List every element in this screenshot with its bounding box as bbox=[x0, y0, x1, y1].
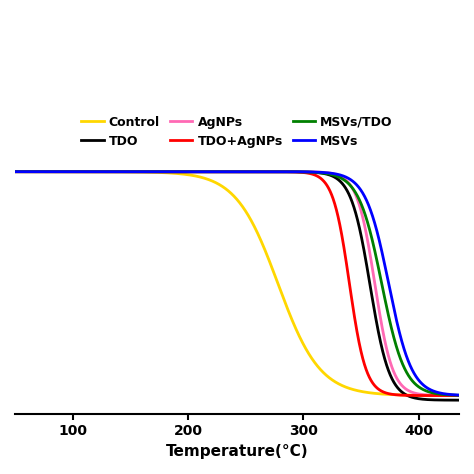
X-axis label: Temperature(°C): Temperature(°C) bbox=[166, 444, 308, 459]
Legend: Control, TDO, AgNPs, TDO+AgNPs, MSVs/TDO, MSVs: Control, TDO, AgNPs, TDO+AgNPs, MSVs/TDO… bbox=[76, 110, 398, 153]
